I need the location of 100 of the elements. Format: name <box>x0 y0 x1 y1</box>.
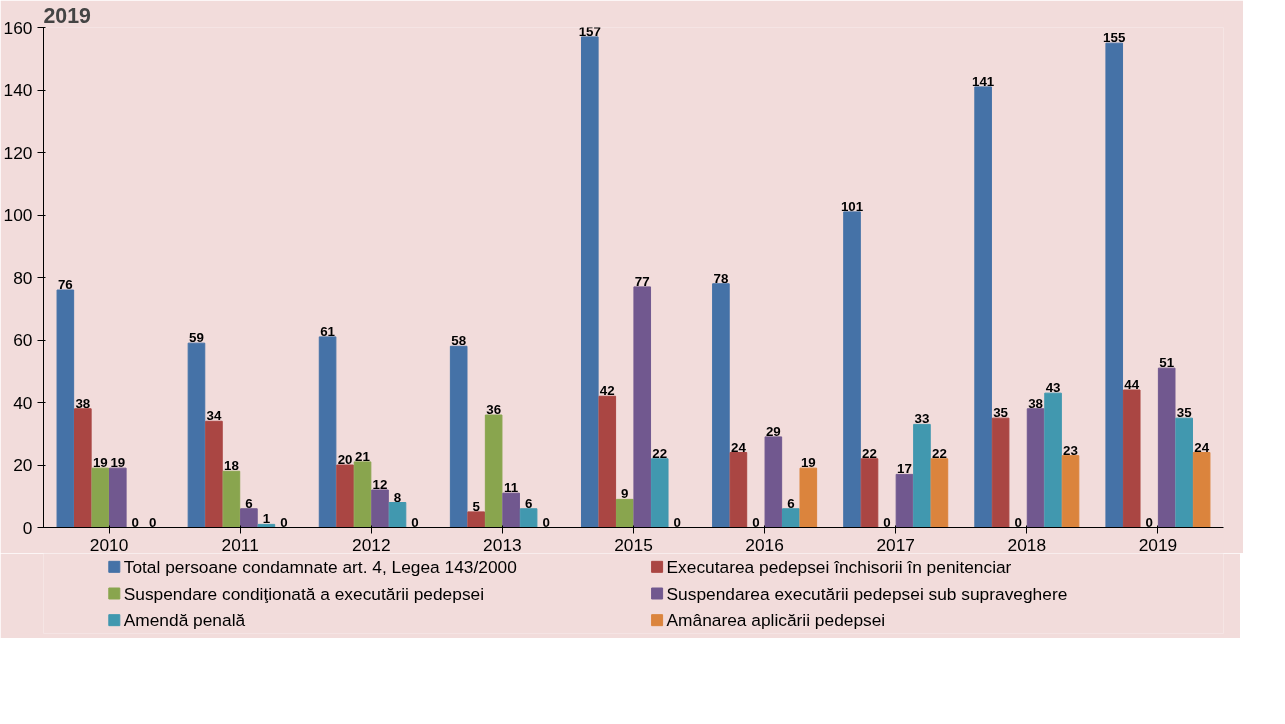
x-tick-label: 2019 <box>1138 534 1178 555</box>
bar <box>729 452 748 528</box>
data-label: 0 <box>149 514 157 530</box>
bar <box>74 408 92 528</box>
data-label: 59 <box>189 330 204 346</box>
x-tick-label: 2016 <box>745 534 784 555</box>
bar <box>353 461 372 528</box>
x-tick-label: 2010 <box>89 534 129 555</box>
bar <box>1175 417 1193 528</box>
legend-label: Total persoane condamnate art. 4, Legea 143/2000 <box>123 556 517 577</box>
bar <box>1026 408 1045 528</box>
data-label: 6 <box>245 495 253 511</box>
bar <box>974 86 992 528</box>
data-label: 22 <box>932 445 947 461</box>
x-tick-label: 2017 <box>876 534 916 555</box>
legend-label: Executarea pedepsei închisorii în penitenciar <box>666 556 1012 577</box>
legend-label: Suspendare condiţionată a executării pedepsei <box>123 583 485 604</box>
bar <box>860 458 879 528</box>
x-tick-label: 2013 <box>483 534 522 555</box>
data-label: 23 <box>1063 442 1078 458</box>
bar <box>205 420 223 528</box>
data-label: 5 <box>472 498 481 514</box>
bar <box>91 467 110 528</box>
x-tick-label: 2018 <box>1007 534 1047 555</box>
y-tick-label: 100 <box>3 205 33 225</box>
data-label: 78 <box>713 270 729 286</box>
bar <box>913 423 931 528</box>
data-label: 34 <box>206 408 222 424</box>
bar <box>580 36 599 528</box>
data-label: 12 <box>372 477 388 492</box>
bar <box>187 342 206 528</box>
bar <box>991 417 1010 528</box>
data-label: 19 <box>110 455 126 471</box>
data-label: 0 <box>542 514 550 530</box>
legend-label: Suspendarea executării pedepsei sub supraveghere <box>666 583 1068 604</box>
data-label: 24 <box>1194 439 1210 455</box>
bar <box>222 470 241 528</box>
bar <box>108 467 127 528</box>
bar <box>895 473 914 528</box>
data-label: 11 <box>504 480 519 496</box>
legend-label: Amânarea aplicării pedepsei <box>666 610 886 631</box>
data-label: 20 <box>337 452 353 467</box>
data-label: 141 <box>972 73 995 89</box>
data-label: 33 <box>914 411 930 427</box>
bar <box>712 283 730 528</box>
data-label: 58 <box>451 333 467 349</box>
data-label: 24 <box>730 439 747 455</box>
data-label: 38 <box>1028 395 1043 411</box>
data-label: 19 <box>92 455 108 471</box>
bar <box>650 458 669 528</box>
bar <box>1157 367 1176 528</box>
chart-title: 2019 <box>43 3 92 28</box>
y-tick-label: 140 <box>3 80 33 100</box>
data-label: 9 <box>621 486 629 502</box>
y-tick-label: 60 <box>13 330 33 350</box>
y-tick-label: 0 <box>22 517 33 538</box>
bar <box>1061 455 1080 528</box>
y-tick-label: 20 <box>13 455 33 475</box>
x-tick-label: 2015 <box>614 534 653 555</box>
data-label: 43 <box>1045 380 1061 396</box>
data-label: 155 <box>1103 30 1126 46</box>
data-label: 21 <box>355 448 371 464</box>
x-tick-label: 2012 <box>352 534 391 555</box>
data-label: 76 <box>57 277 73 292</box>
data-label: 6 <box>787 495 795 511</box>
data-label: 61 <box>320 323 336 339</box>
bar <box>764 436 783 528</box>
bar <box>467 511 485 528</box>
data-label: 8 <box>393 489 402 505</box>
bar <box>502 492 520 528</box>
bar <box>388 502 407 528</box>
data-label: 1 <box>262 511 271 527</box>
y-tick-label: 40 <box>13 392 33 413</box>
data-label: 6 <box>524 495 533 511</box>
bar <box>633 286 652 528</box>
bar <box>930 458 949 528</box>
data-label: 35 <box>1176 405 1193 421</box>
bar <box>598 395 617 528</box>
data-label: 0 <box>752 514 760 530</box>
data-label: 35 <box>993 405 1009 421</box>
bar <box>1122 389 1141 528</box>
x-tick-label: 2011 <box>221 534 259 555</box>
data-label: 18 <box>224 458 239 474</box>
y-tick-label: 120 <box>3 142 33 163</box>
data-label: 44 <box>1124 377 1140 392</box>
bar <box>799 467 818 528</box>
data-label: 17 <box>897 461 912 477</box>
data-label: 22 <box>862 445 877 461</box>
bar <box>336 464 354 528</box>
bar <box>371 489 389 528</box>
data-label: 51 <box>1159 355 1175 371</box>
bar <box>1192 452 1211 528</box>
data-label: 77 <box>634 273 650 289</box>
data-label: 0 <box>1145 514 1153 530</box>
data-label: 0 <box>1014 514 1022 530</box>
bar <box>318 336 337 528</box>
data-label: 42 <box>599 383 615 399</box>
data-label: 29 <box>765 423 781 439</box>
bar <box>1044 392 1062 528</box>
y-tick-label: 160 <box>3 17 33 38</box>
